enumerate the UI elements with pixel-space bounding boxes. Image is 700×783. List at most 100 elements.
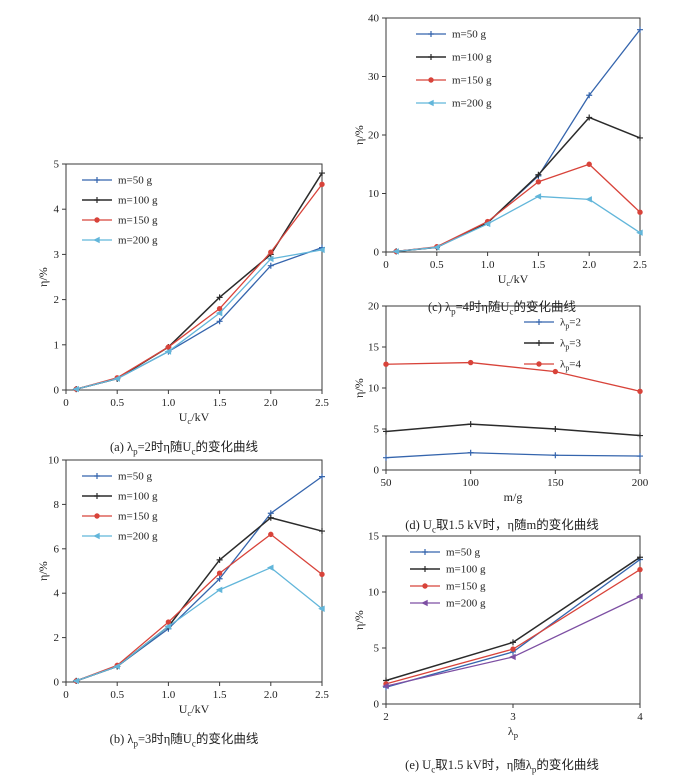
series-m-100-g [393,114,643,255]
x-tick-label: 2.0 [264,689,278,701]
series-m-150-g [73,531,325,684]
x-tick-label: 1.5 [532,259,546,271]
series-m-200-g [382,593,643,690]
x-tick-label: 2.0 [264,397,278,409]
y-tick-label: 0 [54,385,60,397]
y-tick-label: 40 [368,13,380,25]
x-tick-label: 0 [63,397,69,409]
y-tick-label: 2 [54,294,60,306]
chart-e-figure: 2 3 4 0 5 10 15 λp η/% m=50 g m=100 g m=150 g m=200 … [352,526,652,775]
y-tick-label: 15 [368,531,380,543]
legend-label: m=200 g [118,235,158,247]
y-tick-label: 15 [368,342,380,354]
y-tick-label: 10 [368,383,380,395]
x-tick-label: 1.0 [481,259,495,271]
x-tick-label: 100 [462,477,479,489]
legend: m=50 g m=100 g m=150 g m=200 g [82,175,158,247]
chart-b-canvas: 0 0.5 1.0 1.5 2.0 2.5 0 2 4 6 8 10 Uc/kV η/% m=50 g m=1… [36,455,329,719]
axes: 2 3 4 0 5 10 15 [368,531,643,724]
y-tick-label: 5 [374,643,380,655]
y-tick-label: 20 [368,130,380,142]
chart-a-caption: (a) λp=2时η随Uc的变化曲线 [110,440,258,457]
y-tick-label: 10 [368,587,380,599]
chart-d-caption: (d) Uc取1.5 kV时，η随m的变化曲线 [405,518,599,535]
y-axis-label: η/% [352,125,366,145]
legend: m=50 g m=100 g m=150 g m=200 g [410,547,486,610]
legend-label: λp=3 [560,338,582,352]
x-tick-label: 2 [383,711,389,723]
x-axis-label: Uc/kV [179,702,210,718]
series-m-100-g [383,554,643,684]
x-tick-label: 1.0 [162,397,176,409]
legend-label: m=150 g [446,581,486,593]
y-tick-label: 3 [54,249,60,261]
x-tick-label: 4 [637,711,643,723]
y-tick-label: 1 [54,339,60,351]
series--p-2 [383,449,643,461]
y-tick-label: 10 [48,455,60,467]
legend-label: m=100 g [118,195,158,207]
legend-label: m=50 g [452,29,487,41]
y-tick-label: 8 [54,499,60,511]
x-axis-label: Uc/kV [179,410,210,426]
legend-label: m=50 g [446,547,481,559]
y-tick-label: 30 [368,71,380,83]
series-m-50-g [73,473,325,684]
y-tick-label: 0 [374,247,380,259]
y-tick-label: 5 [374,424,380,436]
x-tick-label: 1.5 [213,397,227,409]
x-tick-label: 2.0 [582,259,596,271]
x-tick-label: 0.5 [110,689,124,701]
chart-a-canvas: 0 0.5 1.0 1.5 2.0 2.5 0 1 2 3 4 5 Uc/kV η/% m=50 g m=10… [36,159,330,427]
x-tick-label: 0 [63,689,69,701]
legend-label: m=150 g [118,215,158,227]
axes: 0 0.5 1.0 1.5 2.0 2.5 0 1 2 3 4 5 [54,159,330,410]
legend-label: m=200 g [118,531,158,543]
x-tick-label: 2.5 [315,689,329,701]
legend-label: λp=2 [560,317,581,331]
y-tick-label: 0 [374,699,380,711]
y-tick-label: 4 [54,588,60,600]
x-tick-label: 2.5 [315,397,329,409]
x-tick-label: 150 [547,477,564,489]
chart-b-figure: 0 0.5 1.0 1.5 2.0 2.5 0 2 4 6 8 10 Uc/kV η/% m=50 g m=1… [36,446,332,749]
chart-a-figure: 0 0.5 1.0 1.5 2.0 2.5 0 1 2 3 4 5 Uc/kV η/% m=50 g m=10… [36,150,332,457]
x-tick-label: 200 [632,477,649,489]
y-tick-label: 2 [54,632,60,644]
legend-label: m=100 g [446,564,486,576]
y-tick-label: 0 [374,465,380,477]
y-axis-label: η/% [36,267,50,287]
series-m-50-g [73,244,325,393]
legend-label: m=150 g [452,75,492,87]
y-axis-label: η/% [352,378,366,398]
chart-d-canvas: 50 100 150 200 0 5 10 15 20 m/g η/% λp=2 λp=3 λp=4 [352,301,649,505]
x-tick-label: 0.5 [110,397,124,409]
y-tick-label: 4 [54,204,60,216]
x-tick-label: 0.5 [430,259,444,271]
y-tick-label: 20 [368,301,380,313]
axes: 0 0.5 1.0 1.5 2.0 2.5 0 2 4 6 8 10 [48,455,329,702]
legend-label: m=100 g [118,491,158,503]
y-tick-label: 10 [368,188,380,200]
x-tick-label: 50 [381,477,393,489]
x-axis-label: m/g [504,490,523,504]
axes: 0 0.5 1.0 1.5 2.0 2.5 0 10 20 30 40 [368,13,647,272]
series-m-150-g [73,181,325,392]
chart-c-caption: (c) λp=4时η随Uc的变化曲线 [428,300,576,317]
x-tick-label: 3 [510,711,516,723]
legend: m=50 g m=100 g m=150 g m=200 g [82,471,158,543]
series-m-200-g [72,246,325,393]
legend-label: m=200 g [452,98,492,110]
axes: 50 100 150 200 0 5 10 15 20 [368,301,649,490]
legend: m=50 g m=100 g m=150 g m=200 g [416,29,492,110]
x-axis-label: Uc/kV [498,272,529,288]
series-m-100-g [73,170,325,393]
x-tick-label: 1.5 [213,689,227,701]
legend-label: m=150 g [118,511,158,523]
legend-label: m=200 g [446,598,486,610]
x-tick-label: 0 [383,259,389,271]
series-m-200-g [392,193,643,255]
legend-label: m=50 g [118,175,153,187]
